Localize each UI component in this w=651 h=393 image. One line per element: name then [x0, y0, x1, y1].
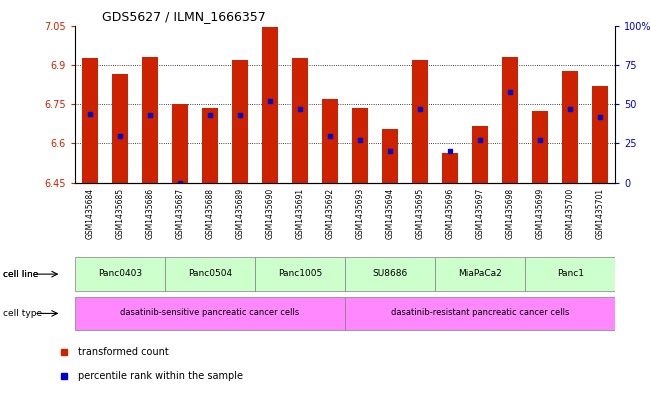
Text: GSM1435692: GSM1435692 [326, 188, 335, 239]
Bar [381, 129, 398, 183]
Bar [75, 257, 165, 291]
Text: Panc1: Panc1 [557, 269, 584, 278]
Text: GSM1435688: GSM1435688 [206, 188, 214, 239]
Bar [165, 257, 255, 291]
Text: GSM1435690: GSM1435690 [266, 188, 275, 239]
Text: Panc1005: Panc1005 [278, 269, 322, 278]
Bar [442, 152, 458, 183]
Text: GSM1435686: GSM1435686 [145, 188, 154, 239]
Bar [562, 72, 579, 183]
Text: GSM1435687: GSM1435687 [175, 188, 184, 239]
Text: SU8686: SU8686 [372, 269, 408, 278]
Bar [202, 108, 218, 183]
Text: GSM1435694: GSM1435694 [385, 188, 395, 239]
Bar [532, 111, 548, 183]
Bar [352, 108, 368, 183]
Text: dasatinib-resistant pancreatic cancer cells: dasatinib-resistant pancreatic cancer ce… [391, 308, 570, 317]
Text: GSM1435693: GSM1435693 [355, 188, 365, 239]
Text: GSM1435691: GSM1435691 [296, 188, 305, 239]
Bar [75, 297, 345, 330]
Bar [525, 257, 615, 291]
Bar [142, 57, 158, 183]
Text: GSM1435684: GSM1435684 [85, 188, 94, 239]
Text: transformed count: transformed count [78, 347, 169, 357]
Text: GSM1435700: GSM1435700 [566, 188, 575, 239]
Bar [111, 74, 128, 183]
Text: dasatinib-sensitive pancreatic cancer cells: dasatinib-sensitive pancreatic cancer ce… [120, 308, 299, 317]
Bar [435, 257, 525, 291]
Text: cell type: cell type [3, 309, 42, 318]
Text: Panc0403: Panc0403 [98, 269, 142, 278]
Bar [81, 58, 98, 183]
Text: GSM1435697: GSM1435697 [476, 188, 484, 239]
Bar [592, 86, 609, 183]
Bar [502, 57, 518, 183]
Text: percentile rank within the sample: percentile rank within the sample [78, 371, 243, 381]
Bar [172, 104, 188, 183]
Text: GSM1435689: GSM1435689 [236, 188, 245, 239]
Text: GSM1435698: GSM1435698 [506, 188, 515, 239]
Text: GDS5627 / ILMN_1666357: GDS5627 / ILMN_1666357 [102, 10, 266, 23]
Text: GSM1435696: GSM1435696 [445, 188, 454, 239]
Text: GSM1435699: GSM1435699 [536, 188, 545, 239]
Bar [412, 60, 428, 183]
Text: Panc0504: Panc0504 [188, 269, 232, 278]
Text: GSM1435701: GSM1435701 [596, 188, 605, 239]
Text: GSM1435695: GSM1435695 [415, 188, 424, 239]
Bar [262, 27, 278, 183]
Bar [345, 257, 435, 291]
Text: cell line: cell line [3, 270, 38, 279]
Bar [472, 127, 488, 183]
Bar [322, 99, 339, 183]
Text: MiaPaCa2: MiaPaCa2 [458, 269, 502, 278]
Bar [232, 60, 248, 183]
Bar [345, 297, 615, 330]
Text: cell line: cell line [3, 270, 38, 279]
Bar [292, 58, 309, 183]
Bar [255, 257, 345, 291]
Text: GSM1435685: GSM1435685 [115, 188, 124, 239]
